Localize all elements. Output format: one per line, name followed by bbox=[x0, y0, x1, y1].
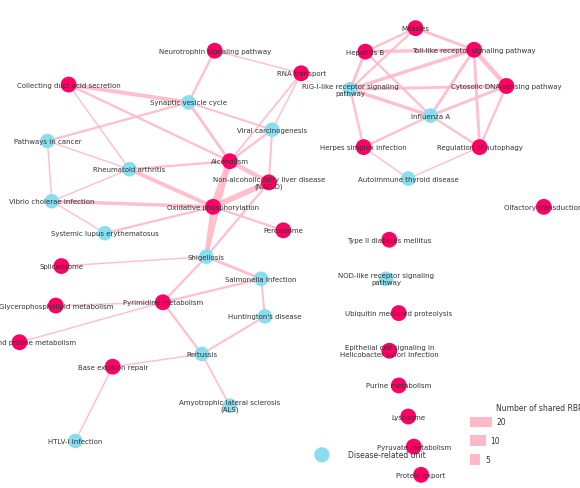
Text: Herpes simplex infection: Herpes simplex infection bbox=[320, 145, 407, 151]
Point bbox=[202, 253, 211, 261]
Text: Peroxisome: Peroxisome bbox=[263, 228, 303, 234]
Text: Autoimmune thyroid disease: Autoimmune thyroid disease bbox=[358, 176, 459, 182]
Point bbox=[158, 299, 168, 306]
Text: Viral carcinogenesis: Viral carcinogenesis bbox=[237, 127, 307, 133]
Point bbox=[43, 138, 52, 145]
Point bbox=[184, 100, 193, 107]
Text: Non-alcoholic fatty liver disease
(NAFLD): Non-alcoholic fatty liver disease (NAFLD… bbox=[213, 176, 325, 190]
Text: Base excision repair: Base excision repair bbox=[78, 364, 148, 370]
Point bbox=[197, 350, 206, 358]
Text: Salmonella infection: Salmonella infection bbox=[225, 276, 297, 282]
Text: Influenza A: Influenza A bbox=[411, 113, 450, 120]
Text: Toll-like receptor signaling pathway: Toll-like receptor signaling pathway bbox=[412, 48, 536, 54]
Text: Type II diabetes mellitus: Type II diabetes mellitus bbox=[347, 237, 432, 243]
Point bbox=[267, 126, 277, 134]
FancyBboxPatch shape bbox=[470, 417, 492, 427]
Text: Amyotrophic lateral sclerosis
(ALS): Amyotrophic lateral sclerosis (ALS) bbox=[179, 399, 280, 413]
Text: Rheumatoid arthritis: Rheumatoid arthritis bbox=[93, 167, 165, 173]
Text: NOD-like receptor signaling
pathway: NOD-like receptor signaling pathway bbox=[338, 273, 434, 285]
Point bbox=[64, 81, 73, 89]
Text: Purine metabolism: Purine metabolism bbox=[366, 383, 432, 389]
Text: Olfactory transduction: Olfactory transduction bbox=[505, 204, 580, 210]
Point bbox=[100, 230, 110, 238]
Text: Measles: Measles bbox=[401, 26, 429, 32]
Text: Alcoholism: Alcoholism bbox=[211, 159, 249, 165]
Text: Protein export: Protein export bbox=[397, 472, 445, 478]
Point bbox=[385, 347, 394, 355]
Point bbox=[394, 309, 403, 317]
Point bbox=[409, 443, 418, 450]
Point bbox=[256, 275, 266, 283]
Text: Pyruvate metabolism: Pyruvate metabolism bbox=[376, 444, 451, 450]
Point bbox=[346, 86, 355, 94]
Point bbox=[225, 402, 234, 410]
Text: Number of shared RBPs: Number of shared RBPs bbox=[496, 403, 580, 412]
Point bbox=[475, 144, 484, 152]
Point bbox=[416, 471, 426, 479]
Text: HTLV-I infection: HTLV-I infection bbox=[48, 438, 103, 444]
Text: Epithelial cell signaling in
Helicobacter pylori infection: Epithelial cell signaling in Helicobacte… bbox=[340, 345, 438, 358]
Text: Oxidative phosphorylation: Oxidative phosphorylation bbox=[167, 204, 259, 210]
Point bbox=[385, 236, 394, 244]
Text: Collecting duct acid secretion: Collecting duct acid secretion bbox=[17, 82, 121, 88]
Text: Regulation of autophagy: Regulation of autophagy bbox=[437, 145, 523, 151]
Point bbox=[208, 203, 218, 211]
Point bbox=[502, 83, 511, 91]
Point bbox=[71, 437, 80, 445]
Text: Shigellosis: Shigellosis bbox=[188, 254, 225, 260]
Point bbox=[361, 49, 370, 57]
Text: Arginine and proline metabolism: Arginine and proline metabolism bbox=[0, 340, 77, 346]
Text: Lysosome: Lysosome bbox=[391, 414, 425, 420]
Point bbox=[264, 179, 273, 187]
Point bbox=[47, 198, 56, 205]
Point bbox=[404, 175, 413, 183]
Point bbox=[539, 203, 549, 211]
Text: Ubiquitin mediated proteolysis: Ubiquitin mediated proteolysis bbox=[345, 310, 452, 316]
Text: 20: 20 bbox=[496, 418, 506, 427]
Point bbox=[51, 302, 60, 310]
Point bbox=[278, 227, 288, 235]
Point bbox=[296, 70, 306, 78]
Point bbox=[57, 263, 66, 270]
Point bbox=[15, 339, 24, 346]
Point bbox=[469, 47, 478, 55]
Text: Vibrio cholerae infection: Vibrio cholerae infection bbox=[9, 199, 95, 205]
Point bbox=[225, 158, 234, 166]
Text: Cytosolic DNA-sensing pathway: Cytosolic DNA-sensing pathway bbox=[451, 84, 561, 90]
Point bbox=[404, 413, 413, 421]
FancyBboxPatch shape bbox=[470, 454, 480, 465]
Text: RNA transport: RNA transport bbox=[277, 71, 326, 77]
Text: RIG-I-like receptor signaling
pathway: RIG-I-like receptor signaling pathway bbox=[302, 83, 398, 97]
Point bbox=[359, 144, 368, 152]
Text: Spliceosome: Spliceosome bbox=[39, 264, 84, 269]
Text: 5: 5 bbox=[485, 455, 490, 464]
Point bbox=[411, 25, 420, 33]
Text: Pyrimidine metabolism: Pyrimidine metabolism bbox=[123, 300, 203, 305]
Text: Neurotrophin signaling pathway: Neurotrophin signaling pathway bbox=[158, 49, 271, 55]
Point bbox=[108, 363, 117, 371]
Text: Pathways in cancer: Pathways in cancer bbox=[13, 139, 81, 145]
Text: Systemic lupus erythematosus: Systemic lupus erythematosus bbox=[51, 231, 159, 237]
Point bbox=[260, 313, 270, 321]
Text: Hepatitis B: Hepatitis B bbox=[346, 50, 385, 56]
Point bbox=[125, 166, 134, 174]
Text: Synaptic vesicle cycle: Synaptic vesicle cycle bbox=[150, 100, 227, 106]
Text: Disease-related unit: Disease-related unit bbox=[348, 450, 426, 459]
Point bbox=[426, 112, 435, 120]
Point bbox=[210, 48, 219, 56]
Point bbox=[316, 443, 325, 450]
Point bbox=[381, 275, 390, 283]
Text: Glycerophospholipid metabolism: Glycerophospholipid metabolism bbox=[0, 303, 113, 309]
Point bbox=[394, 382, 403, 389]
Text: 10: 10 bbox=[491, 436, 501, 445]
FancyBboxPatch shape bbox=[470, 435, 486, 446]
Text: Huntington's disease: Huntington's disease bbox=[228, 314, 302, 320]
Text: Pertussis: Pertussis bbox=[186, 351, 218, 357]
